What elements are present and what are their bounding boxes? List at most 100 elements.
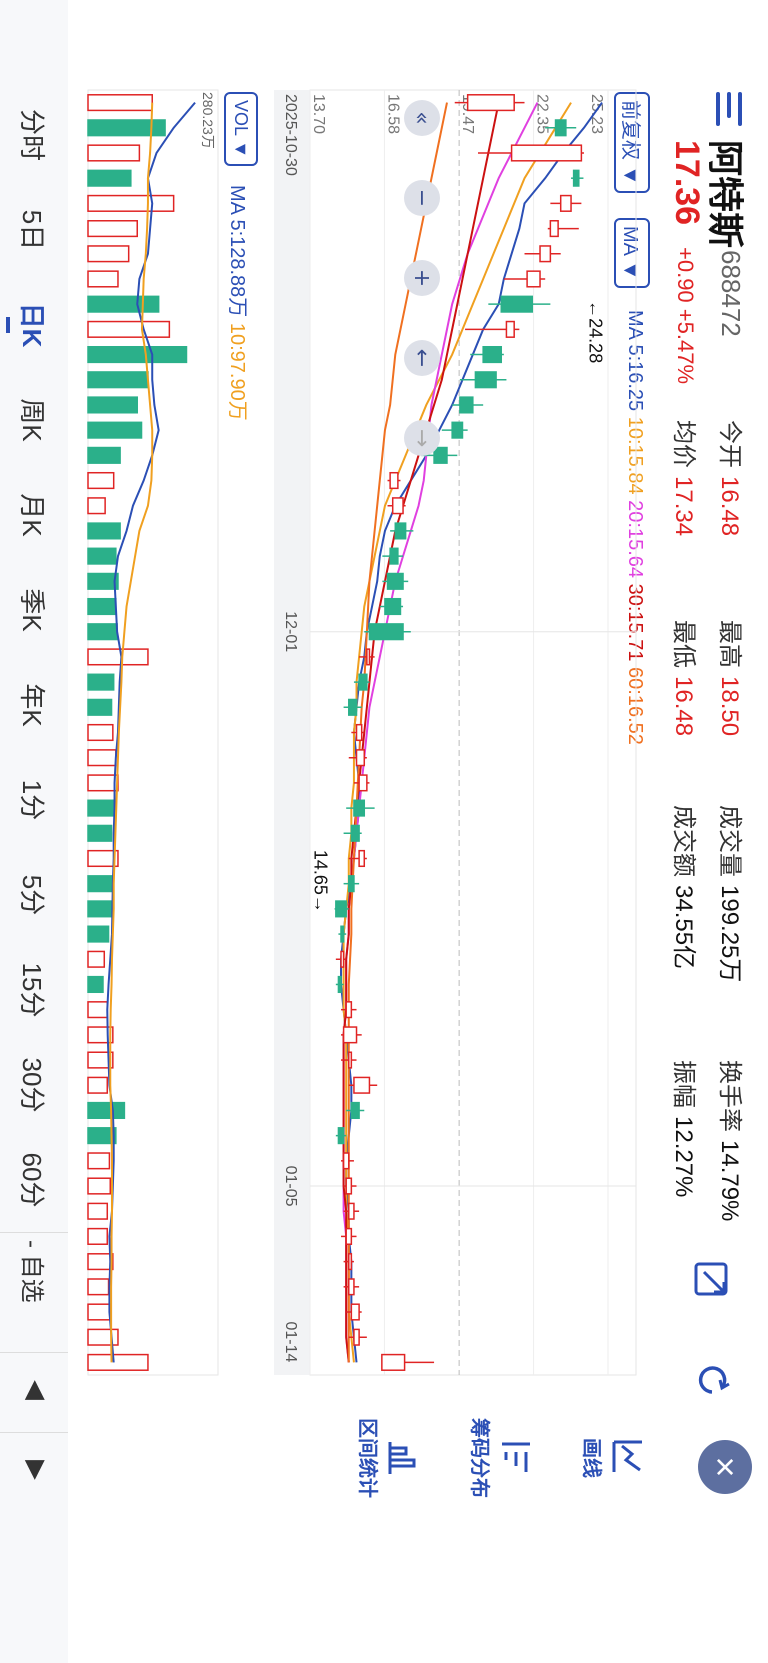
candle-body <box>554 119 567 137</box>
pan-left-icon[interactable] <box>404 340 440 376</box>
candle-body <box>559 194 572 212</box>
candle-body <box>358 774 368 792</box>
volume-bar <box>87 572 119 590</box>
volume-bar <box>87 1278 110 1296</box>
draw-line-icon <box>612 1440 642 1472</box>
period-tab-1min[interactable]: 1分 <box>17 779 47 821</box>
volume-bar <box>87 119 166 137</box>
vol-dropdown[interactable]: VOL ▼ <box>224 92 258 167</box>
candle-body <box>466 94 515 112</box>
share-icon[interactable] <box>692 1260 732 1300</box>
candle-body <box>337 1127 345 1145</box>
volume-bar <box>87 1127 117 1145</box>
volume-bar <box>87 144 141 162</box>
refresh-icon[interactable] <box>692 1360 732 1400</box>
volume-bar <box>87 774 119 792</box>
volume-bar <box>87 371 149 389</box>
volume-bar <box>87 1101 126 1120</box>
volume-bar <box>87 648 149 666</box>
scroll-left-button[interactable]: ◀ <box>22 1380 52 1400</box>
volume-bar <box>87 799 115 817</box>
volume-bar <box>87 396 138 414</box>
rewind-icon-glyph: « <box>409 111 434 124</box>
period-tab-quarterly[interactable]: 季K <box>17 588 47 632</box>
candle-body <box>350 1303 360 1321</box>
candle-body <box>389 547 399 565</box>
draw-line-label: 画线 <box>580 1438 602 1478</box>
date-label: 12-01 <box>282 611 299 652</box>
vol-max-label: 280.23万 <box>200 92 216 149</box>
volume-bar <box>87 1076 109 1094</box>
period-tab-yearly[interactable]: 年K <box>17 683 47 727</box>
candle-body <box>345 1001 353 1019</box>
volume-bar <box>87 975 104 994</box>
period-tab-weekly[interactable]: 周K <box>17 398 47 442</box>
candle-body <box>384 597 402 616</box>
date-label: 01-05 <box>282 1166 299 1207</box>
ma-line <box>340 102 603 1363</box>
volume-bar <box>87 723 114 742</box>
period-tab-5min[interactable]: 5分 <box>17 874 47 916</box>
period-bar: 分时 5日 日K 周K 月K 季K 年K 1分 5分 15分 30分 60分 -… <box>0 0 68 1663</box>
period-tab-15min[interactable]: 15分 <box>17 962 47 1018</box>
candle-body <box>348 1278 355 1296</box>
candle-body <box>353 1328 360 1346</box>
price-tick-label: 13.70 <box>310 94 327 134</box>
volume-bar <box>87 824 113 842</box>
volume-bar <box>87 94 153 112</box>
zoom-out-icon-glyph: − <box>409 189 434 207</box>
candle-body <box>342 1026 358 1044</box>
draw-line-button[interactable]: 画线 <box>579 1408 648 1508</box>
scroll-right-button[interactable]: ▶ <box>22 1460 52 1480</box>
volume-ma-line <box>109 102 154 1363</box>
zoom-out-icon[interactable] <box>404 180 440 216</box>
candle-body <box>353 799 366 817</box>
zoom-in-icon-glyph: + <box>409 269 434 287</box>
volume-bar <box>87 698 113 716</box>
close-button[interactable]: × <box>698 1440 752 1494</box>
candle-body <box>355 749 366 767</box>
candle-body <box>345 1227 353 1245</box>
volume-bar <box>87 623 118 641</box>
add-favorite-button[interactable]: - 自选 <box>18 1240 45 1303</box>
volume-bar <box>87 900 113 918</box>
volume-bar <box>87 194 175 212</box>
volume-bar <box>87 1001 109 1019</box>
candle-body <box>433 446 448 464</box>
rewind-icon[interactable] <box>404 100 440 136</box>
period-tab-60min[interactable]: 60分 <box>17 1152 47 1208</box>
period-tab-monthly[interactable]: 月K <box>17 493 47 537</box>
candle-body <box>342 1152 350 1170</box>
pan-right-icon-glyph: → <box>409 429 434 447</box>
candle-body <box>394 522 407 540</box>
candle-body <box>505 320 515 338</box>
candle-body <box>539 245 552 263</box>
date-axis-band <box>274 90 310 1375</box>
kline-chart[interactable]: 25.2322.3519.4716.5813.702025-10-3012-01… <box>68 0 768 1400</box>
period-tab-fenshi[interactable]: 分时 <box>17 108 47 161</box>
range-stats-button[interactable]: 区间统计 <box>355 1408 424 1508</box>
candle-body <box>355 723 363 742</box>
volume-bar <box>87 345 188 364</box>
period-tab-daily[interactable]: 日K <box>15 285 52 365</box>
volume-bar <box>87 749 117 767</box>
volume-bar <box>87 925 110 943</box>
pan-left-icon-glyph: ← <box>409 349 434 367</box>
candle-body <box>451 421 464 439</box>
zoom-in-icon[interactable] <box>404 260 440 296</box>
candle-body <box>572 169 580 187</box>
candle-body <box>348 698 358 716</box>
date-label: 01-14 <box>282 1321 299 1362</box>
price-annotation: ←24.28 <box>585 300 605 363</box>
range-stats-icon <box>388 1442 416 1474</box>
candle-body <box>386 572 404 590</box>
volume-bar <box>87 849 119 868</box>
period-tab-5day[interactable]: 5日 <box>17 209 47 251</box>
volume-bar <box>87 875 115 893</box>
candle-body <box>526 270 541 288</box>
period-tab-30min[interactable]: 30分 <box>17 1057 47 1113</box>
pan-right-icon[interactable] <box>404 420 440 456</box>
volume-bar <box>87 1253 114 1271</box>
chip-distribution-button[interactable]: 筹码分布 <box>467 1408 536 1508</box>
volume-bar <box>87 1328 119 1346</box>
